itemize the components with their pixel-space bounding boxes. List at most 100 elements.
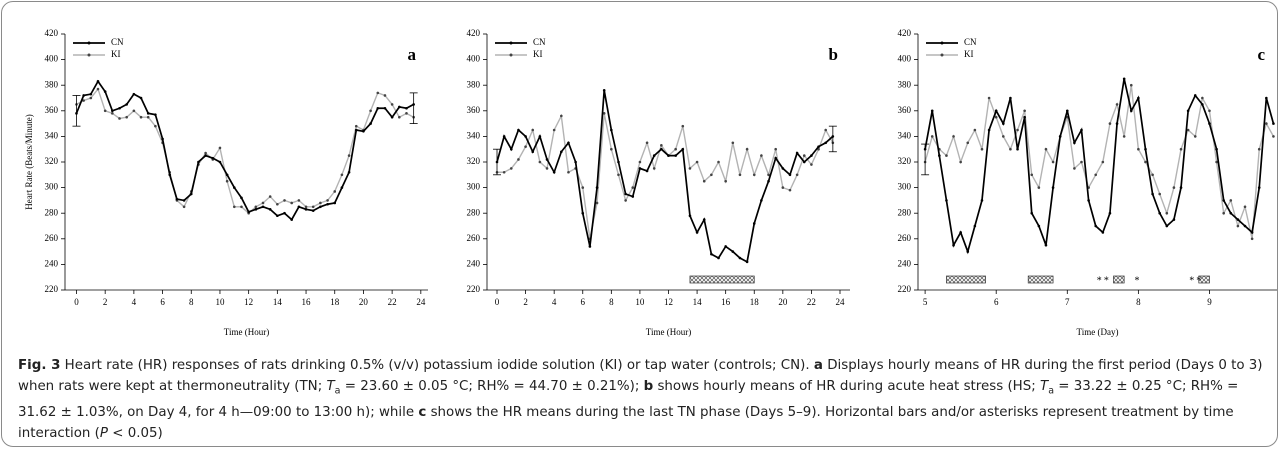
legend-label: CN (964, 37, 977, 47)
data-point (175, 197, 179, 201)
data-point (1229, 199, 1233, 202)
data-point (297, 205, 301, 209)
caption-text: = 33.22 ± 0.25 °C; RH% = 31.62 ± 1.03%, … (18, 379, 1239, 420)
data-point (1265, 96, 1268, 100)
data-point (362, 129, 365, 133)
data-point (624, 192, 627, 196)
data-point (952, 243, 955, 247)
data-point (810, 163, 813, 166)
data-point (645, 169, 649, 173)
data-point (290, 201, 293, 205)
data-point (760, 154, 763, 157)
data-point (1250, 231, 1254, 234)
data-point (283, 199, 286, 202)
x-tick-label: 24 (835, 297, 845, 307)
data-point (602, 112, 606, 115)
x-tick-label: 4 (552, 297, 557, 307)
caption-text: Displays hourly means of HR during the f… (18, 358, 1263, 394)
data-point (531, 128, 535, 132)
data-point (118, 106, 121, 110)
data-point (788, 173, 792, 177)
data-point (1009, 147, 1012, 151)
data-point (168, 173, 172, 177)
data-point (1229, 211, 1233, 215)
data-point (182, 199, 186, 202)
data-point (610, 128, 613, 132)
data-point (333, 190, 337, 193)
data-point (376, 106, 380, 110)
data-point (111, 109, 114, 113)
data-point (731, 250, 735, 253)
data-point (567, 141, 570, 145)
data-point (760, 199, 763, 202)
x-tick-label: 5 (923, 297, 928, 307)
data-point (738, 173, 742, 177)
data-point (161, 137, 164, 141)
data-point (1186, 109, 1190, 113)
y-tick-label: 220 (45, 284, 59, 294)
significance-bar (1027, 275, 1054, 284)
data-point (1129, 83, 1133, 87)
data-point (524, 135, 527, 138)
data-point (781, 167, 785, 170)
legend-marker (509, 41, 513, 45)
data-point (240, 196, 243, 200)
data-point (1016, 147, 1019, 151)
data-point (980, 199, 984, 202)
error-bar (921, 143, 930, 176)
data-point (254, 205, 258, 209)
data-point (987, 128, 991, 132)
significance-asterisk: * (1104, 275, 1109, 286)
y-tick-label: 360 (898, 105, 912, 115)
data-point (1115, 122, 1119, 125)
data-point (1215, 147, 1218, 151)
data-point (631, 186, 635, 189)
data-point (1193, 135, 1197, 138)
data-point (1094, 173, 1098, 177)
data-point (1087, 199, 1090, 202)
data-point (738, 256, 742, 260)
data-point (225, 179, 229, 183)
data-point (1201, 103, 1204, 106)
data-point (276, 214, 279, 218)
data-point (509, 147, 513, 151)
caption-text: shows the HR means during the last TN ph… (18, 404, 1234, 441)
data-point (973, 128, 977, 132)
figure-frame (1, 1, 1278, 447)
data-point (1236, 224, 1240, 228)
data-point (290, 218, 293, 221)
data-point (1030, 173, 1034, 177)
data-point (96, 87, 100, 91)
data-point (347, 154, 351, 157)
data-point (1129, 109, 1133, 113)
data-point (945, 154, 948, 157)
data-point (610, 147, 613, 151)
data-point (218, 160, 222, 164)
data-point (319, 205, 322, 209)
data-point (146, 115, 150, 119)
error-bar (493, 148, 502, 176)
data-point (319, 201, 322, 205)
legend-label: CN (533, 37, 546, 47)
data-point (154, 113, 157, 116)
data-point (1165, 211, 1169, 215)
data-point (1215, 160, 1218, 164)
data-point (139, 115, 143, 119)
data-point (745, 260, 749, 264)
data-point (930, 109, 934, 113)
data-point (1101, 231, 1105, 234)
error-bar (409, 92, 418, 124)
legend-label: CN (111, 37, 124, 47)
data-point (980, 147, 984, 151)
data-point (103, 90, 107, 93)
data-point (645, 141, 649, 145)
x-tick-label: 18 (750, 297, 760, 307)
y-tick-label: 420 (898, 28, 912, 38)
data-point (398, 105, 401, 109)
data-point (552, 170, 556, 174)
x-tick-label: 20 (359, 297, 369, 307)
data-point (631, 195, 635, 198)
data-point (560, 150, 563, 154)
data-point (702, 179, 706, 183)
data-point (132, 109, 136, 113)
